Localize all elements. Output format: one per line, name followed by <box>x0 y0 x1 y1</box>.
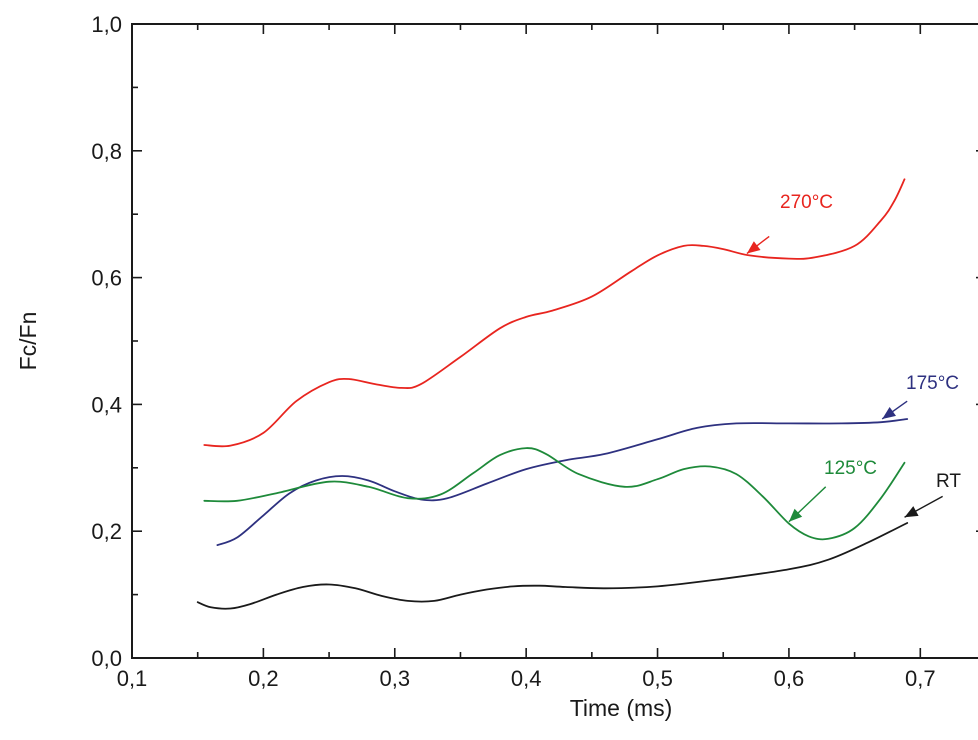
plot-border <box>131 23 978 659</box>
annotation-layer: 270°C 175°C 125°C RT <box>746 192 961 523</box>
series-line-270-c <box>203 178 906 448</box>
x-tick-label: 0,3 <box>379 666 410 691</box>
x-axis-title: Time (ms) <box>570 695 673 721</box>
annotation-label-175-c: 175°C <box>906 373 959 394</box>
plot-frame <box>131 23 978 659</box>
annotation-label-270-c: 270°C <box>780 192 833 213</box>
y-tick-label: 0,4 <box>91 392 122 417</box>
x-tick-label: 0,7 <box>905 666 936 691</box>
y-tick-label: 1,0 <box>91 12 122 37</box>
series-line-rt <box>196 522 909 610</box>
series-line-125-c <box>203 447 906 541</box>
annotation-arrowhead-270-c <box>746 241 761 254</box>
y-tick-label: 0,8 <box>91 139 122 164</box>
annotation-label-rt: RT <box>936 471 961 492</box>
annotation-label-125-c: 125°C <box>824 458 877 479</box>
y-axis: 0,0 0,2 0,4 0,6 0,8 1,0 <box>91 12 978 671</box>
y-axis-title: Fc/Fn <box>15 312 41 371</box>
y-tick-label: 0,2 <box>91 519 122 544</box>
x-tick-label: 0,5 <box>642 666 673 691</box>
x-tick-label: 0,6 <box>774 666 805 691</box>
annotation-arrowhead-rt <box>904 506 919 518</box>
series-layer <box>196 178 909 610</box>
x-tick-label: 0,4 <box>511 666 542 691</box>
y-tick-label: 0,0 <box>91 646 122 671</box>
x-tick-label: 0,2 <box>248 666 279 691</box>
y-tick-label: 0,6 <box>91 266 122 291</box>
x-axis: 0,1 0,2 0,3 0,4 0,5 0,6 0,7 <box>117 24 936 691</box>
annotation-arrowhead-175-c <box>882 406 896 419</box>
x-tick-label: 0,1 <box>117 666 148 691</box>
annotation-arrowhead-125-c <box>788 508 803 522</box>
